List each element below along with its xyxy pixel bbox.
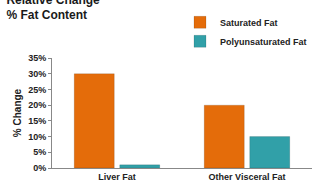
svg-text:% Change: % Change [12, 88, 23, 137]
svg-text:Other Visceral Fat: Other Visceral Fat [209, 172, 286, 182]
svg-text:15%: 15% [28, 116, 46, 126]
svg-text:5%: 5% [33, 147, 46, 157]
svg-text:0%: 0% [33, 163, 46, 173]
svg-text:Liver Fat: Liver Fat [98, 172, 136, 182]
svg-text:10%: 10% [28, 132, 46, 142]
svg-text:Saturated Fat: Saturated Fat [220, 18, 278, 28]
svg-text:35%: 35% [28, 53, 46, 63]
svg-text:Relative Change% Fat Content: Relative Change% Fat Content [6, 0, 100, 22]
svg-text:20%: 20% [28, 100, 46, 110]
svg-text:Polyunsaturated Fat: Polyunsaturated Fat [220, 37, 307, 47]
svg-text:25%: 25% [28, 85, 46, 95]
svg-text:30%: 30% [28, 69, 46, 79]
